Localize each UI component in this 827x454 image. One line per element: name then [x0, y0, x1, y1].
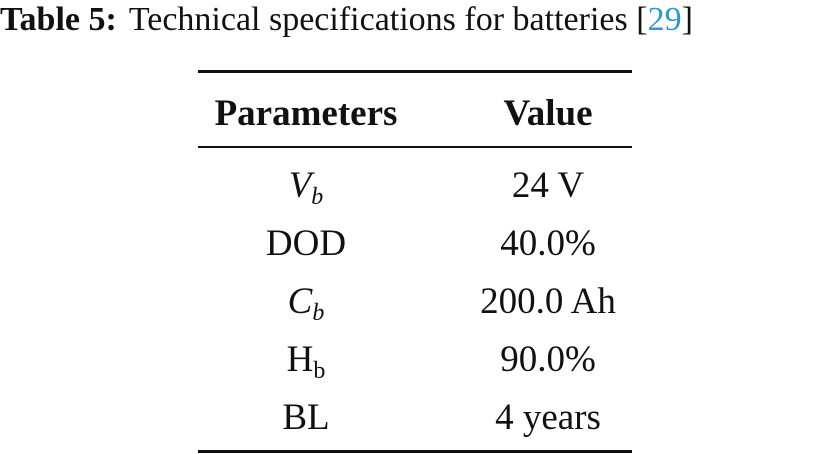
- bottom-rule: [198, 450, 632, 453]
- caption-text: Technical specifications for batteries: [128, 1, 628, 38]
- param-cell: BL: [186, 396, 426, 440]
- param-symbol: V: [288, 165, 312, 206]
- header-cell: Parameters: [214, 93, 398, 134]
- value-cell: 40.0%: [500, 223, 596, 264]
- value-cell: 24 V: [511, 165, 585, 206]
- value-cell: 200.0 Ah: [480, 281, 616, 322]
- header-cell: Value: [503, 93, 593, 134]
- param-symbol: C: [287, 281, 313, 322]
- value-cell: 90.0%: [500, 339, 596, 380]
- citation-open: [: [636, 1, 648, 38]
- param-cell: Cb: [186, 280, 426, 326]
- param-subscript: b: [312, 300, 325, 326]
- table-caption: Table 5: Technical specifications for bat…: [0, 0, 827, 40]
- param-cell: DOD: [186, 222, 426, 266]
- param-cell: Hb: [186, 338, 426, 384]
- param-symbol: DOD: [265, 223, 347, 264]
- param-cell: Vb: [186, 164, 426, 210]
- param-subscript: b: [313, 358, 326, 384]
- caption-label: Table 5:: [0, 1, 117, 38]
- citation-close: ]: [681, 1, 693, 38]
- mid-rule: [198, 146, 632, 148]
- citation-ref[interactable]: 29: [647, 1, 682, 38]
- value-cell: 4 years: [495, 397, 601, 438]
- param-subscript: b: [311, 184, 324, 210]
- param-symbol: H: [286, 339, 314, 380]
- param-symbol: BL: [282, 397, 330, 438]
- top-rule: [198, 70, 632, 73]
